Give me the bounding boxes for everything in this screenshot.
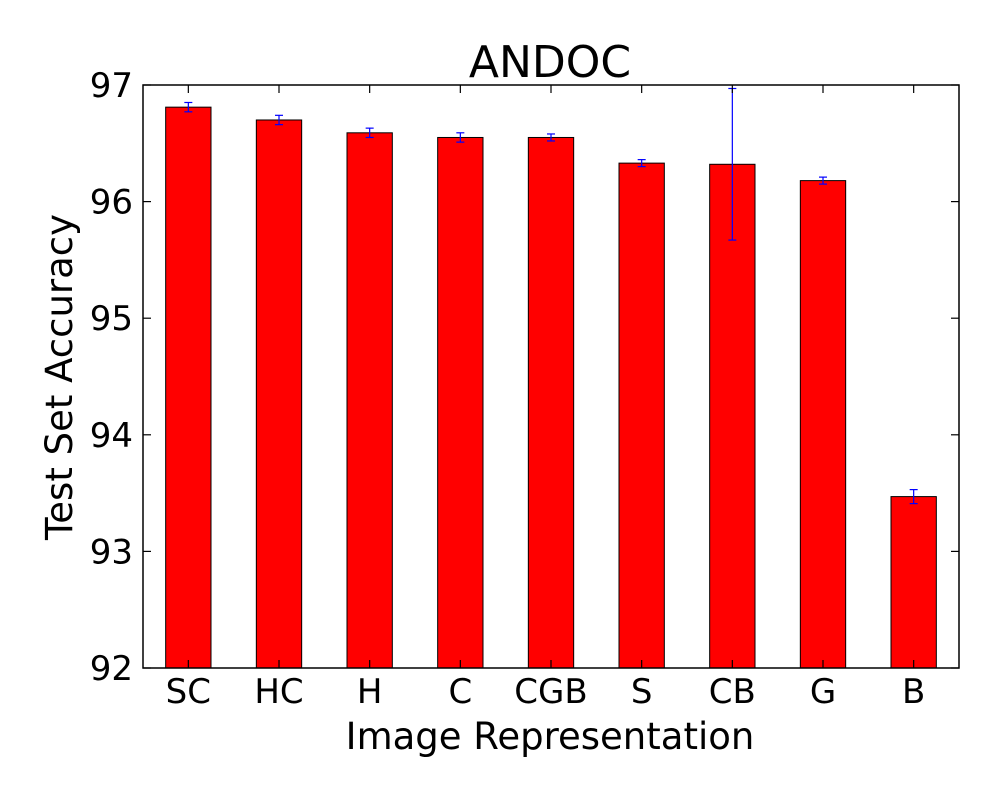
y-tick-label: 92 <box>90 649 133 689</box>
error-bar-b <box>909 489 918 505</box>
y-axis-title: Test Set Accuracy <box>38 214 81 541</box>
x-tick-label: H <box>357 672 383 712</box>
x-tick-labels: SC HC H C CGB S CB G B <box>166 672 926 712</box>
y-tick-label: 93 <box>90 532 133 572</box>
y-tick-label: 95 <box>90 299 133 339</box>
error-bar-h <box>365 127 374 139</box>
bar-hc <box>255 119 303 669</box>
error-bar-s <box>637 159 646 168</box>
bar-g <box>799 180 847 669</box>
bars-layer <box>165 106 937 669</box>
x-tick-label: G <box>810 672 836 712</box>
x-axis-title: Image Representation <box>346 715 755 758</box>
bar-s <box>618 162 665 669</box>
x-tick-label: HC <box>254 672 303 712</box>
x-tick-label: SC <box>166 672 211 712</box>
bar-sc <box>165 106 212 669</box>
x-tick-label: CGB <box>514 672 587 712</box>
error-bar-sc <box>184 101 193 113</box>
x-tick-label: S <box>631 672 653 712</box>
bar-h <box>346 132 393 669</box>
error-bars-layer <box>184 87 918 505</box>
y-tick-label: 94 <box>90 416 133 456</box>
bar-cb <box>709 163 756 669</box>
x-tick-label: C <box>448 672 472 712</box>
error-bar-c <box>456 132 465 143</box>
error-bar-hc <box>275 114 283 126</box>
x-tick-label: B <box>902 672 925 712</box>
bar-b <box>890 496 937 669</box>
chart-title: ANDOC <box>469 37 631 88</box>
x-tick-label: CB <box>709 672 756 712</box>
bar-cgb <box>527 136 575 669</box>
y-tick-label: 97 <box>90 66 133 106</box>
error-bar-g <box>819 176 827 185</box>
bar-c <box>437 136 484 669</box>
y-tick-labels: 92 93 94 95 96 97 <box>90 66 133 689</box>
error-bar-cgb <box>547 133 555 142</box>
y-tick-label: 96 <box>90 183 133 223</box>
ticks-layer <box>143 84 959 669</box>
